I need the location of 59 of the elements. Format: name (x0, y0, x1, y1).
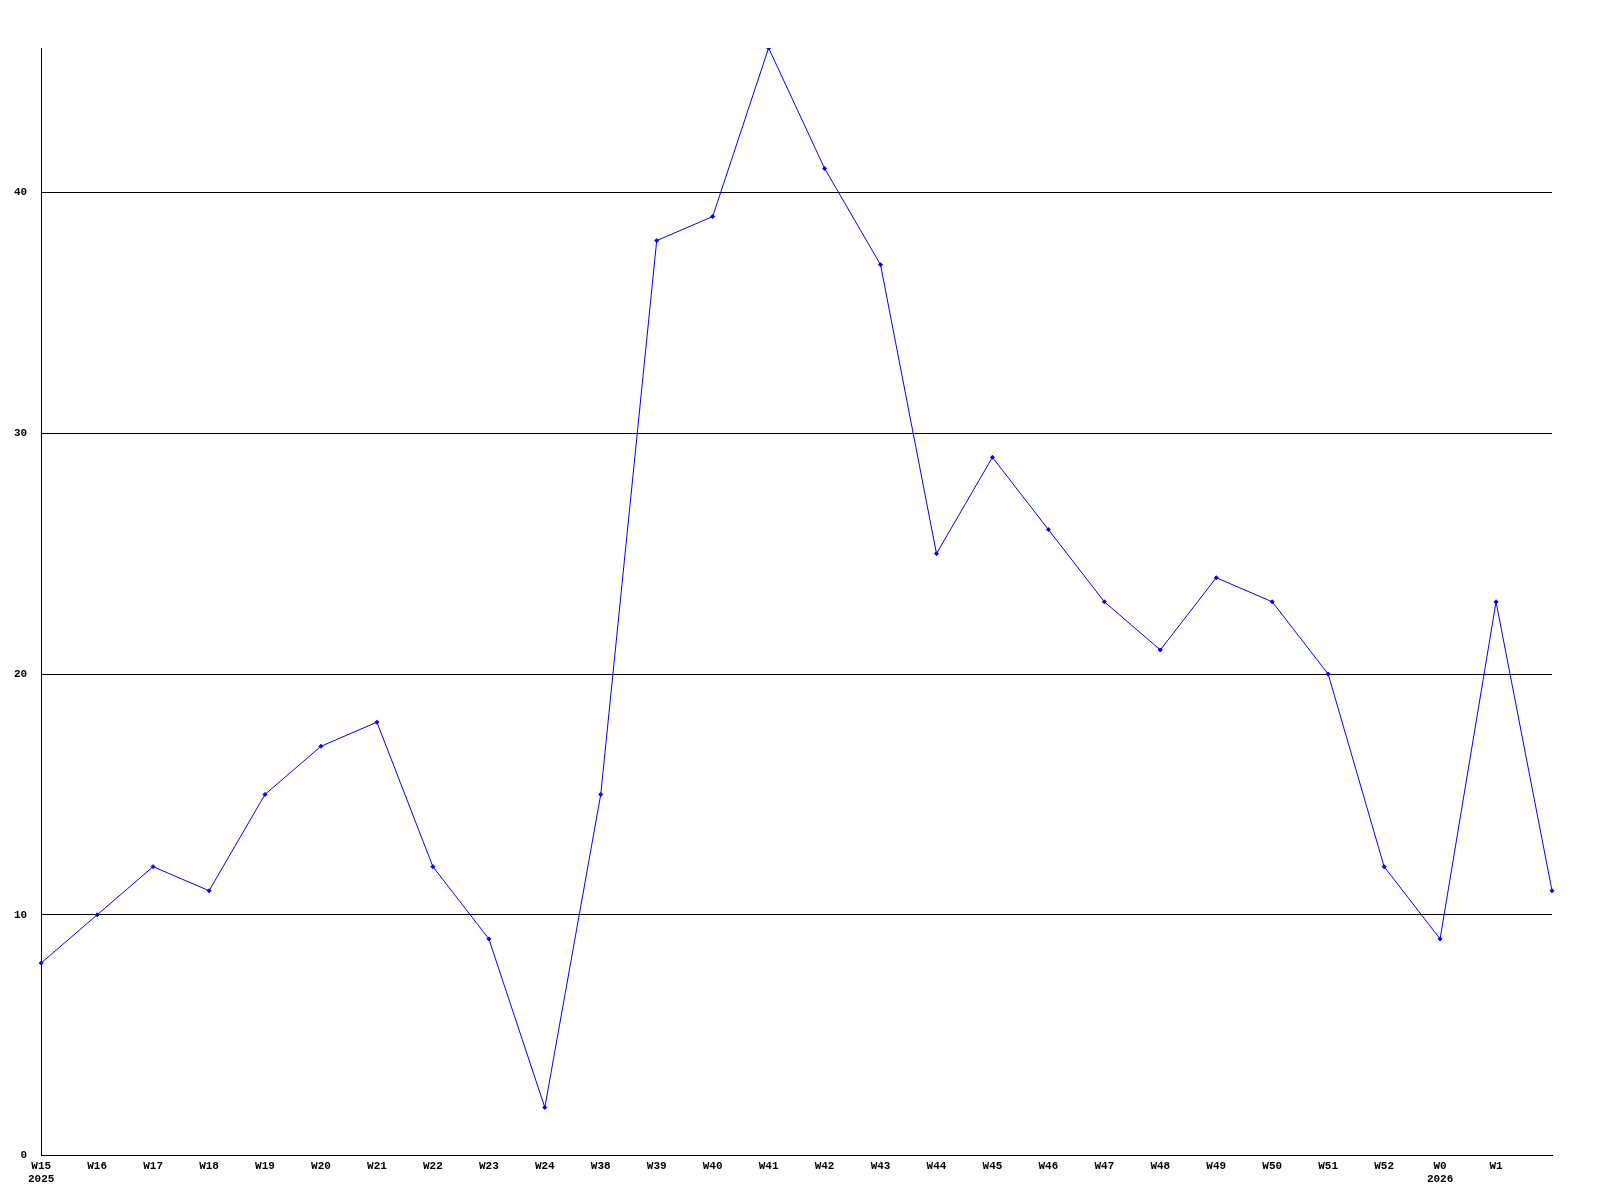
x-tick-label: W42 (814, 1159, 835, 1172)
point (933, 551, 939, 557)
point (150, 864, 156, 870)
point (1045, 527, 1051, 533)
x-tick-label: W1 (1489, 1159, 1504, 1172)
x-tick-label: W23 (478, 1159, 500, 1172)
x-tick-label: W21 (367, 1159, 388, 1172)
x-tick-label: W38 (590, 1159, 612, 1172)
x-tick-label: W47 (1094, 1159, 1115, 1172)
point (989, 454, 995, 460)
point (822, 165, 828, 171)
y-tick-label: 0 (20, 1149, 28, 1162)
x-tick-label: W43 (870, 1159, 891, 1172)
x-tick-label: W15 2025 (28, 1159, 55, 1186)
x-tick-label: W16 (87, 1159, 108, 1172)
y-tick-label: 40 (14, 186, 28, 199)
point (1437, 936, 1443, 942)
point (430, 864, 436, 870)
point (1493, 599, 1499, 605)
x-tick-label: W50 (1262, 1159, 1283, 1172)
y-tick-label: 10 (14, 908, 28, 921)
x-tick-label: W22 (422, 1159, 443, 1172)
x-tick-label: W40 (702, 1159, 723, 1172)
point (486, 936, 492, 942)
x-tick-label: W24 (534, 1159, 556, 1172)
point (1157, 647, 1163, 653)
x-tick-label: W49 (1206, 1159, 1227, 1172)
x-tick-label: W39 (646, 1159, 667, 1172)
x-tick-label: W19 (255, 1159, 275, 1172)
x-tick-label: W45 (982, 1159, 1003, 1172)
point (598, 791, 604, 797)
x-tick-label: W52 (1374, 1159, 1395, 1172)
point (1101, 599, 1107, 605)
point (38, 960, 44, 966)
x-tick-label: W0 2026 (1426, 1159, 1454, 1186)
point (1269, 599, 1275, 605)
x-tick-label: W46 (1038, 1159, 1059, 1172)
point (542, 1104, 548, 1110)
point (1381, 864, 1387, 870)
point (262, 791, 268, 797)
point (710, 214, 716, 220)
x-tick-label: W51 (1318, 1159, 1339, 1172)
x-tick-label: W41 (758, 1159, 779, 1172)
x-tick-label: W44 (926, 1159, 947, 1172)
x-tick-label: W17 (143, 1159, 164, 1172)
x-tick-label: W18 (199, 1159, 220, 1172)
point (654, 238, 660, 244)
point (1213, 575, 1219, 581)
point (374, 719, 380, 725)
x-tick-label: W48 (1150, 1159, 1171, 1172)
point (318, 743, 324, 749)
x-tick-label: W20 (311, 1159, 331, 1172)
point (878, 262, 884, 268)
point (1325, 671, 1331, 677)
point (1549, 888, 1555, 894)
y-tick-label: 20 (14, 667, 28, 680)
point (94, 912, 100, 918)
point (206, 888, 212, 894)
y-tick-label: 30 (14, 427, 28, 440)
